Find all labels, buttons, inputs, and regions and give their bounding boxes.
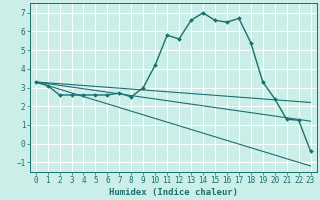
X-axis label: Humidex (Indice chaleur): Humidex (Indice chaleur) [108,188,238,197]
